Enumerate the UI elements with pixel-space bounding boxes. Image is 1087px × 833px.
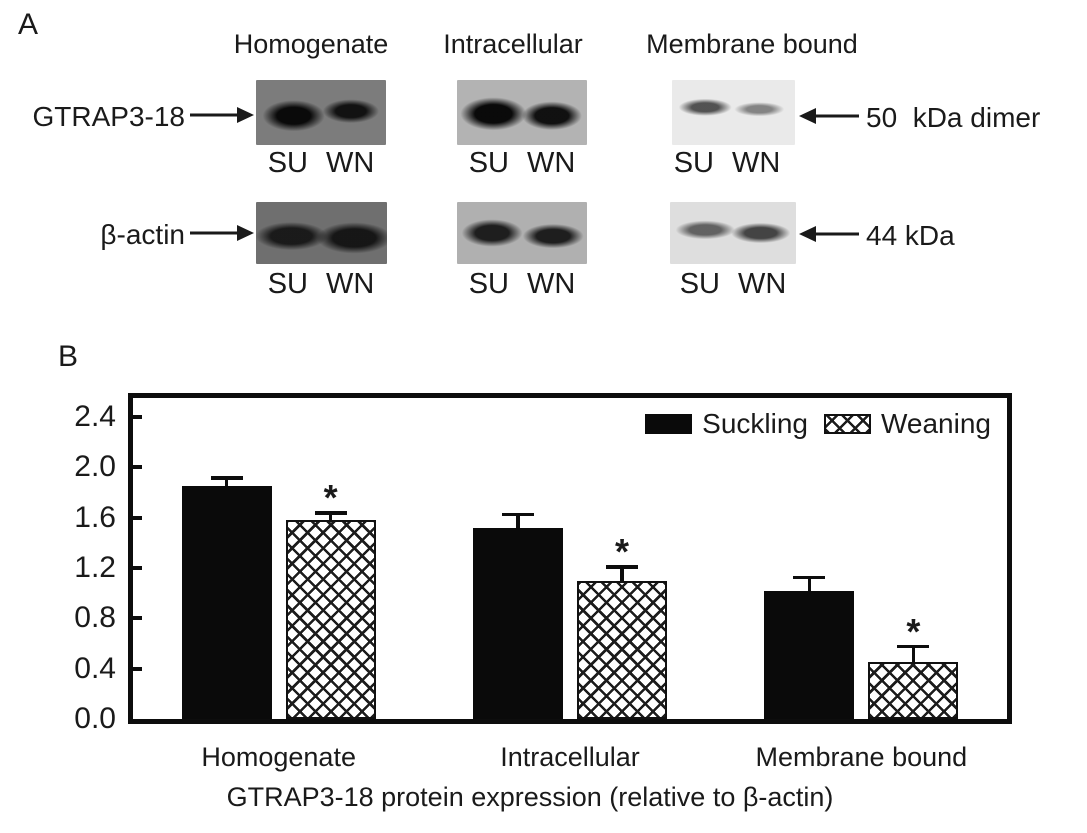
blot-actin-membrane [670, 202, 796, 264]
protein-label-gtrap3-18: GTRAP3-18 [32, 101, 186, 132]
error-bar-cap [502, 512, 534, 517]
bar-suckling-intracellular [473, 527, 563, 719]
y-tick-mark [133, 414, 142, 419]
x-category-label: Homogenate [201, 742, 356, 772]
legend-label-weaning: Weaning [880, 408, 991, 439]
lane-label-su: SU [468, 147, 509, 179]
lane-label-su: SU [679, 268, 720, 300]
bar-weaning-homogenate [285, 520, 376, 719]
lane-labels: SU WN [267, 147, 375, 180]
y-tick-label: 2.0 [74, 450, 116, 484]
error-bar-stem [516, 512, 520, 528]
blot-actin-intracellular [457, 202, 587, 264]
error-bar-cap [606, 565, 638, 569]
y-tick-mark [133, 515, 142, 520]
y-tick-label: 0.4 [74, 651, 116, 685]
legend-swatch-suckling-icon [645, 414, 693, 434]
x-axis-title: GTRAP3-18 protein expression (relative t… [226, 782, 834, 812]
significance-asterisk: * [614, 531, 630, 573]
chart-legend: Suckling Weaning [645, 408, 991, 440]
lane-labels: SU WN [267, 268, 375, 301]
error-bar-stem [620, 565, 624, 581]
lane-label-wn: WN [325, 268, 375, 300]
blot-gtrap-homogenate [256, 80, 386, 145]
bar-weaning-intracellular [577, 580, 667, 719]
lane-label-su: SU [267, 147, 308, 179]
lane-label-su: SU [673, 147, 714, 179]
panel-a-label: A [18, 8, 39, 41]
y-tick-label: 0.8 [74, 601, 116, 635]
y-tick-mark [133, 565, 142, 570]
error-bar-stem [807, 575, 812, 591]
legend-label-suckling: Suckling [702, 408, 808, 439]
blot-gtrap-membrane [672, 80, 795, 145]
error-bar-stem [911, 644, 916, 663]
error-bar-cap [897, 644, 930, 649]
legend-item-weaning: Weaning [823, 408, 991, 440]
protein-label-beta-actin: β-actin [100, 219, 185, 250]
lane-label-su: SU [468, 268, 509, 300]
y-tick-label: 0.0 [74, 702, 116, 735]
x-category-label: Intracellular [500, 742, 640, 772]
error-bar-cap [314, 511, 347, 515]
lane-label-su: SU [267, 268, 308, 300]
error-bar-cap [210, 476, 243, 480]
legend-item-suckling: Suckling [645, 408, 808, 440]
lane-label-wn: WN [526, 147, 576, 179]
bar-chart-plot-area: Suckling Weaning * * * [128, 393, 1012, 724]
error-bar-cap [793, 575, 826, 579]
blot-gtrap-intracellular [457, 80, 587, 145]
lane-labels: SU WN [468, 268, 576, 301]
significance-asterisk: * [906, 610, 921, 652]
blot-actin-homogenate [256, 202, 387, 264]
column-header-intracellular: Intracellular [443, 29, 583, 59]
y-tick-label: 2.4 [74, 399, 116, 433]
bar-suckling-homogenate [181, 486, 272, 719]
column-header-membrane-bound: Membrane bound [646, 29, 858, 59]
lane-label-wn: WN [737, 268, 787, 300]
bar-weaning-membrane-bound [868, 662, 959, 719]
lane-label-wn: WN [526, 268, 576, 300]
y-tick-label: 1.2 [74, 550, 116, 584]
legend-swatch-weaning-icon [823, 414, 871, 434]
panel-b-label: B [58, 340, 79, 373]
y-tick-label: 1.6 [74, 500, 116, 534]
arrow-left-icon [799, 108, 859, 124]
size-label-50kda: 50 kDa dimer [866, 102, 1041, 133]
lane-labels: SU WN [468, 147, 576, 180]
error-bar-stem [328, 511, 333, 521]
y-tick-mark [133, 616, 142, 621]
y-tick-mark [133, 465, 142, 470]
x-category-label: Membrane bound [755, 742, 968, 772]
significance-asterisk: * [323, 477, 338, 519]
error-bar-stem [224, 476, 229, 487]
arrow-right-icon [190, 225, 254, 241]
bar-suckling-membrane-bound [764, 590, 855, 719]
arrow-right-icon [190, 107, 254, 123]
size-label-44kda: 44 kDa [866, 220, 955, 251]
lane-label-wn: WN [731, 147, 781, 179]
lane-labels: SU WN [673, 147, 781, 180]
column-header-homogenate: Homogenate [233, 29, 389, 59]
lane-labels: SU WN [679, 268, 787, 301]
y-tick-mark [133, 666, 142, 671]
lane-label-wn: WN [325, 147, 375, 179]
arrow-left-icon [799, 226, 859, 242]
